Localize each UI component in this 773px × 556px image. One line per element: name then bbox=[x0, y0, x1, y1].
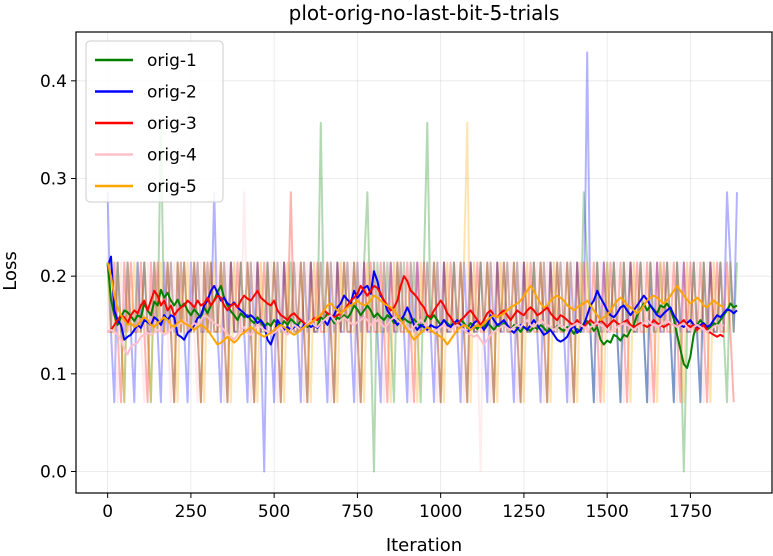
smoothed-series-layer bbox=[106, 255, 738, 369]
legend: orig-1 orig-2 orig-3 orig-4 orig-5 bbox=[85, 40, 224, 203]
chart-title: plot-orig-no-last-bit-5-trials bbox=[289, 1, 560, 25]
legend-label: orig-5 bbox=[147, 177, 197, 197]
series-line-orig-5 bbox=[106, 262, 725, 346]
legend-label: orig-2 bbox=[147, 83, 197, 103]
series-line-orig-2 bbox=[106, 255, 738, 346]
y-tick-label: 0.0 bbox=[40, 463, 67, 483]
grid bbox=[76, 32, 772, 493]
legend-label: orig-4 bbox=[147, 146, 197, 166]
y-tick-label: 0.3 bbox=[40, 170, 67, 190]
x-tick-label: 1500 bbox=[586, 502, 629, 522]
legend-box bbox=[85, 40, 224, 203]
x-tick-label: 750 bbox=[341, 502, 373, 522]
raw-series-orig-5 bbox=[106, 121, 735, 404]
x-tick-label: 500 bbox=[258, 502, 290, 522]
x-tick-label: 250 bbox=[175, 502, 207, 522]
x-axis-label: Iteration bbox=[386, 535, 462, 556]
legend-label: orig-3 bbox=[147, 114, 197, 134]
plot-frame bbox=[75, 31, 773, 494]
axis-ticks: 0 250 500 750 1000 1250 1500 1750 0.0 0.1 0.2 0.3 0.… bbox=[40, 72, 712, 522]
y-axis-label: Loss bbox=[0, 251, 21, 290]
x-tick-label: 0 bbox=[102, 502, 113, 522]
y-tick-label: 0.4 bbox=[40, 72, 67, 92]
y-tick-label: 0.1 bbox=[40, 365, 67, 385]
series-line-orig-4 bbox=[107, 314, 725, 356]
legend-label: orig-1 bbox=[147, 51, 197, 71]
x-tick-label: 1250 bbox=[502, 502, 545, 522]
x-tick-label: 1750 bbox=[669, 502, 712, 522]
x-tick-label: 1000 bbox=[419, 502, 462, 522]
y-tick-label: 0.2 bbox=[40, 267, 67, 287]
